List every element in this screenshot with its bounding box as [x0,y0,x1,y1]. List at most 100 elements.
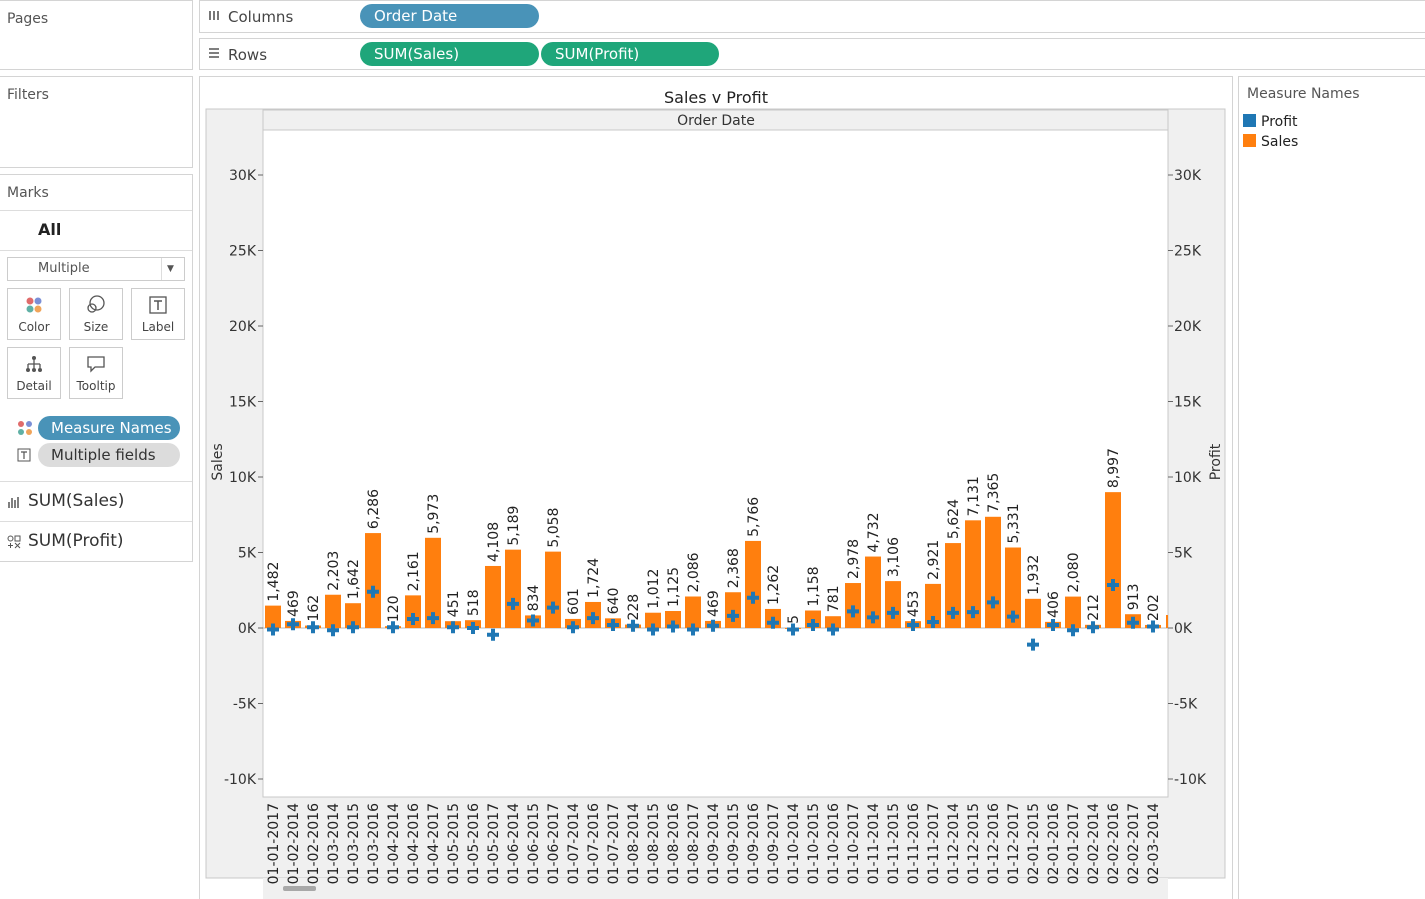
sales-data-label: 1,482 [266,562,282,602]
legend-item-sales[interactable]: Sales [1243,134,1298,150]
x-tick-label: 01-06-2014 [506,803,522,884]
sales-bar [945,543,961,628]
x-tick-label: 01-07-2017 [606,803,622,884]
color-label: Color [18,320,50,334]
header-band [262,109,1169,131]
measure-names-color-pill[interactable]: Measure Names [38,416,180,440]
x-tick-label: 01-12-2017 [1006,803,1022,884]
profit-point [527,614,539,627]
x-tick-label: 01-02-2016 [306,803,322,884]
sales-bar [825,616,841,628]
label-field-icon [17,447,31,466]
x-tick-label: 01-11-2016 [906,803,922,884]
legend-item-profit[interactable]: Profit [1243,114,1298,130]
sales-data-label: 7,365 [986,473,1002,513]
legend-title: Measure Names [1247,86,1360,102]
profit-point [507,597,519,610]
profit-point [847,605,859,618]
chevron-down-icon[interactable]: ▼ [161,258,179,280]
y-tick-label: -5K [233,697,257,713]
multiple-fields-pill[interactable]: Multiple fields [38,443,180,467]
sales-data-label: 640 [606,588,622,615]
sales-data-label: 601 [566,588,582,615]
sales-bar [885,581,901,628]
sales-data-label: 8,997 [1106,448,1122,488]
x-tick-label: 02-02-2014 [1086,803,1102,884]
profit-point [727,609,739,622]
columns-shelf[interactable]: Columns Order Date [199,0,1425,33]
detail-label: Detail [16,379,52,393]
detail-button[interactable]: Detail [7,347,61,399]
profit-point [1087,621,1099,634]
size-button[interactable]: Size [69,288,123,340]
y2-tick-label: -10K [1174,772,1207,788]
y2-tick-label: 25K [1174,244,1202,260]
sales-bar [865,556,881,628]
profit-point [967,606,979,619]
filters-title: Filters [7,87,49,103]
sales-data-label: 2,161 [406,551,422,591]
sales-data-label: 162 [306,595,322,622]
columns-label: Columns [228,8,294,26]
profit-point [827,623,839,636]
x-tick-label: 01-11-2015 [886,803,902,884]
sum-profit-pill[interactable]: SUM(Profit) [541,42,719,66]
x-tick-label: 02-01-2015 [1026,803,1042,884]
sales-data-label: 2,978 [846,539,862,579]
legend-pane [1238,76,1425,899]
tooltip-button[interactable]: Tooltip [69,347,123,399]
legend-swatch-sales [1243,134,1256,147]
sales-data-label: 1,158 [806,566,822,606]
profit-point [587,612,599,625]
label-button[interactable]: Label [131,288,185,340]
sales-bar [545,551,561,628]
x-tick-label: 01-08-2014 [626,803,642,884]
sales-data-label: 1,932 [1026,555,1042,595]
y-tick-label: 0K [238,621,257,637]
profit-point [567,621,579,634]
columns-icon [208,9,220,24]
filters-pane[interactable]: Filters [0,76,193,168]
profit-point [547,601,559,614]
sum-sales-pill[interactable]: SUM(Sales) [360,42,539,66]
x-tick-label: 01-12-2014 [946,803,962,884]
profit-point [607,618,619,631]
legend-label-profit: Profit [1261,114,1298,130]
profit-point [1027,638,1039,651]
scroll-thumb [283,886,316,891]
marks-sum-profit[interactable]: SUM(Profit) [28,531,124,551]
sales-data-label: 406 [1046,591,1062,618]
sales-bar [325,594,341,628]
profit-point [1127,616,1139,629]
sales-data-label: 4,732 [866,512,882,552]
y-tick-label: 25K [229,244,257,260]
sales-bar-clipped [1166,615,1168,628]
sales-data-label: 228 [626,594,642,621]
marks-sum-sales[interactable]: SUM(Sales) [28,491,125,511]
sales-data-label: 5,189 [506,506,522,546]
x-tick-label: 01-07-2016 [586,803,602,884]
x-tick-label: 01-09-2017 [766,803,782,884]
x-tick-label: 01-12-2015 [966,803,982,884]
sales-data-label: 5 [786,615,802,624]
color-button[interactable]: Color [7,288,61,340]
sales-data-label: 913 [1126,583,1142,610]
mark-type-value: Multiple [38,261,90,276]
sales-data-label: 202 [1146,594,1162,621]
marks-all-tab[interactable]: All [38,220,62,239]
y2-tick-label: -5K [1174,697,1198,713]
x-tick-label: 01-01-2017 [266,803,282,884]
profit-point [387,621,399,634]
mark-type-dropdown[interactable]: Multiple ▼ [7,257,185,281]
order-date-pill[interactable]: Order Date [360,4,539,28]
profit-point [327,624,339,637]
sales-data-label: 1,012 [646,569,662,609]
size-icon [70,295,122,317]
profit-point [767,616,779,629]
tooltip-label: Tooltip [76,379,116,393]
y2-tick-label: 20K [1174,319,1202,335]
x-tick-label: 01-12-2016 [986,803,1002,884]
rows-shelf[interactable]: Rows SUM(Sales) SUM(Profit) [199,38,1425,70]
x-tick-label: 01-06-2015 [526,803,542,884]
pages-pane[interactable]: Pages [0,0,193,70]
